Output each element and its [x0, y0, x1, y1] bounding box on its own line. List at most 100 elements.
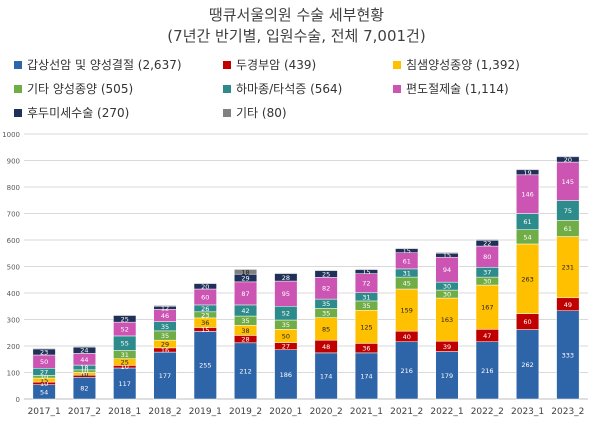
data-label: 117 — [119, 380, 131, 388]
y-tick-label: 0 — [16, 396, 20, 404]
data-label: 52 — [282, 310, 290, 318]
data-label: 54 — [40, 388, 48, 396]
data-label: 29 — [161, 341, 169, 349]
data-label: 28 — [241, 336, 249, 344]
data-label: 75 — [564, 207, 572, 215]
data-label: 72 — [362, 280, 370, 288]
data-label: 212 — [239, 367, 251, 375]
data-label: 36 — [201, 319, 209, 327]
data-label: 22 — [483, 240, 491, 248]
data-label: 87 — [241, 290, 249, 298]
data-label: 10 — [40, 380, 48, 388]
data-label: 95 — [282, 290, 290, 298]
data-label: 42 — [241, 307, 249, 315]
data-label: 18 — [241, 268, 249, 276]
y-tick-label: 1000 — [2, 131, 20, 139]
data-label: 26 — [201, 305, 209, 313]
chart-subtitle: (7년간 반기별, 입원수술, 전체 7,001건) — [167, 27, 426, 45]
data-label: 35 — [322, 310, 330, 318]
data-label: 35 — [161, 332, 169, 340]
data-label: 10 — [121, 363, 129, 371]
legend-item: 후두미세수술 (270) — [14, 104, 129, 121]
y-tick-label: 300 — [7, 317, 20, 325]
legend-swatch — [14, 60, 22, 69]
data-label: 10 — [80, 370, 88, 378]
data-label: 61 — [403, 257, 411, 265]
x-tick-label: 2020_2 — [310, 407, 343, 417]
x-tick-label: 2018_1 — [108, 407, 141, 417]
data-label: 167 — [481, 304, 493, 312]
data-label: 186 — [280, 371, 292, 379]
data-label: 35 — [161, 323, 169, 331]
data-label: 40 — [403, 333, 411, 341]
data-label: 262 — [521, 361, 533, 369]
data-label: 179 — [441, 372, 453, 380]
data-label: 15 — [403, 247, 411, 255]
data-label: 159 — [401, 307, 413, 315]
legend-swatch — [14, 84, 22, 93]
data-label: 54 — [523, 233, 531, 241]
x-tick-label: 2017_2 — [68, 407, 101, 417]
legend-swatch — [223, 84, 231, 93]
data-label: 29 — [241, 275, 249, 283]
data-label: 45 — [403, 280, 411, 288]
data-label: 231 — [562, 264, 574, 272]
data-label: 27 — [40, 368, 48, 376]
y-tick-label: 600 — [7, 237, 20, 245]
legend-label: 후두미세수술 (270) — [27, 106, 130, 120]
bar-segment — [234, 269, 258, 275]
data-label: 55 — [121, 340, 129, 348]
data-label: 15 — [201, 326, 209, 334]
data-label: 48 — [322, 343, 330, 351]
data-label: 50 — [40, 358, 48, 366]
data-label: 27 — [282, 343, 290, 351]
data-label: 31 — [362, 293, 370, 301]
legend-label: 두경부암 (439) — [236, 58, 317, 72]
data-label: 216 — [401, 367, 413, 375]
data-label: 39 — [443, 343, 451, 351]
data-label: 24 — [80, 347, 88, 355]
bar-segment — [113, 314, 137, 316]
data-label: 23 — [201, 311, 209, 319]
data-label: 50 — [282, 332, 290, 340]
legend-swatch — [223, 60, 231, 69]
data-label: 38 — [241, 327, 249, 335]
data-label: 60 — [201, 293, 209, 301]
data-label: 94 — [443, 266, 451, 274]
data-label: 28 — [282, 274, 290, 282]
x-tick-label: 2020_1 — [269, 407, 302, 417]
legend-item: 갑상선암 및 양성결절 (2,637) — [14, 56, 182, 73]
x-tick-label: 2021_1 — [350, 407, 383, 417]
data-label: 31 — [121, 351, 129, 359]
bar-segment — [556, 155, 580, 158]
bar-segment — [435, 252, 459, 254]
y-tick-label: 400 — [7, 290, 20, 298]
data-label: 46 — [161, 312, 169, 320]
legend-label: 기타 (80) — [236, 106, 287, 120]
data-label: 52 — [121, 326, 129, 334]
data-label: 35 — [241, 317, 249, 325]
x-tick-label: 2019_2 — [229, 407, 262, 417]
legend-item: 침샘양성종양 (1,392) — [393, 56, 520, 73]
bar-segment — [354, 268, 378, 270]
legend-item: 하마종/타석증 (564) — [223, 80, 342, 97]
legend-label: 갑상선암 및 양성결절 (2,637) — [27, 58, 182, 72]
data-label: 82 — [322, 285, 330, 293]
data-label: 37 — [483, 269, 491, 277]
data-label: 163 — [441, 316, 453, 324]
data-label: 263 — [521, 275, 533, 283]
data-label: 20 — [201, 283, 209, 291]
x-tick-label: 2019_1 — [189, 407, 222, 417]
data-label: 85 — [322, 325, 330, 333]
data-label: 82 — [80, 385, 88, 393]
bar-segment — [193, 282, 217, 284]
x-tick-label: 2022_2 — [471, 407, 504, 417]
data-label: 15 — [443, 252, 451, 260]
legend-swatch — [223, 108, 231, 117]
legend-label: 하마종/타석증 (564) — [236, 82, 343, 96]
legend-swatch — [393, 84, 401, 93]
legend-item: 기타 양성종양 (505) — [14, 80, 133, 97]
legend-label: 침샘양성종양 (1,392) — [406, 58, 520, 72]
